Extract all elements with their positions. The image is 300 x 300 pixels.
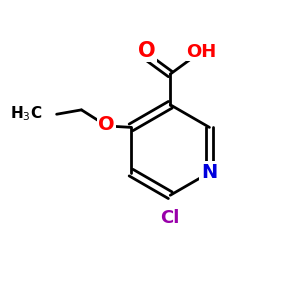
Text: H$_3$C: H$_3$C bbox=[10, 104, 42, 123]
Text: O: O bbox=[98, 115, 115, 134]
Text: O: O bbox=[138, 41, 156, 61]
Text: OH: OH bbox=[186, 43, 217, 61]
Text: Cl: Cl bbox=[160, 209, 180, 227]
Text: N: N bbox=[201, 163, 218, 182]
